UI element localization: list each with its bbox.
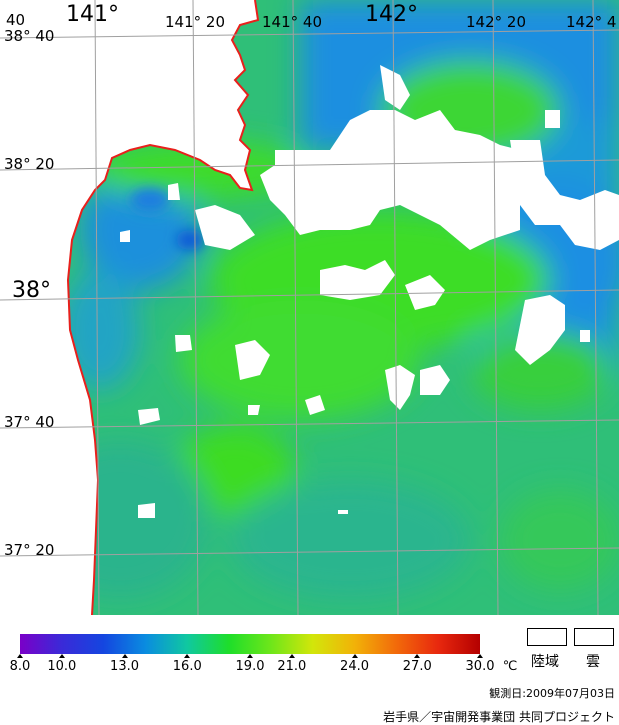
colorbar-tick-label: 8.0 [9, 659, 31, 674]
lon-label: 141° 20 [165, 13, 225, 31]
colorbar-tick-label: 16.0 [172, 659, 202, 674]
lat-label: 37° 20 [4, 541, 55, 559]
colorbar-tick-label: 24.0 [340, 659, 370, 674]
lon-label: 142° 4 [566, 13, 617, 31]
colorbar-tick-label: 13.0 [110, 659, 140, 674]
lon-label: 40 [6, 11, 26, 29]
land-area [0, 0, 260, 615]
land-swatch [527, 628, 567, 646]
unit-label: ℃ [502, 659, 518, 674]
lon-label: 141° 40 [262, 13, 322, 31]
colorbar-tick-label: 27.0 [402, 659, 432, 674]
colorbar-tick-label: 30.0 [465, 659, 495, 674]
lat-label: 38° 40 [4, 27, 55, 45]
lat-label: 38° 20 [4, 155, 55, 173]
temperature-colorbar [20, 634, 480, 654]
colorbar-tick-label: 21.0 [277, 659, 307, 674]
colorbar-tick-mark [247, 654, 253, 658]
lon-label: 141° [66, 2, 119, 27]
colorbar-tick-mark [414, 654, 421, 658]
colorbar-tick-mark [121, 654, 128, 658]
sst-map-svg [0, 0, 619, 615]
cloud-label: 雲 [586, 654, 600, 670]
lat-label: 37° 40 [4, 413, 55, 431]
sst-map: 38° 40 38° 20 38° 37° 40 37° 20 40 141° … [0, 0, 619, 615]
colorbar-tick-mark [58, 654, 65, 658]
colorbar-tick-label: 19.0 [235, 659, 265, 674]
cloud-swatch [574, 628, 614, 646]
lon-label: 142° 20 [466, 13, 526, 31]
lon-label: 142° [365, 2, 418, 27]
observation-date: 観測日:2009年07月03日 [489, 687, 615, 700]
lat-label: 38° [12, 278, 51, 303]
credit-text: 岩手県／宇宙開発事業団 共同プロジェクト [383, 710, 615, 724]
colorbar-tick-mark [477, 654, 483, 658]
land-label: 陸域 [531, 654, 559, 670]
colorbar-tick-mark [288, 654, 295, 658]
colorbar-tick-label: 10.0 [47, 659, 77, 674]
cloud-areas [120, 65, 619, 518]
colorbar-tick-mark [351, 654, 358, 658]
graticule [0, 0, 619, 615]
colorbar-tick-mark [184, 654, 191, 658]
colorbar-tick-mark [17, 654, 23, 658]
